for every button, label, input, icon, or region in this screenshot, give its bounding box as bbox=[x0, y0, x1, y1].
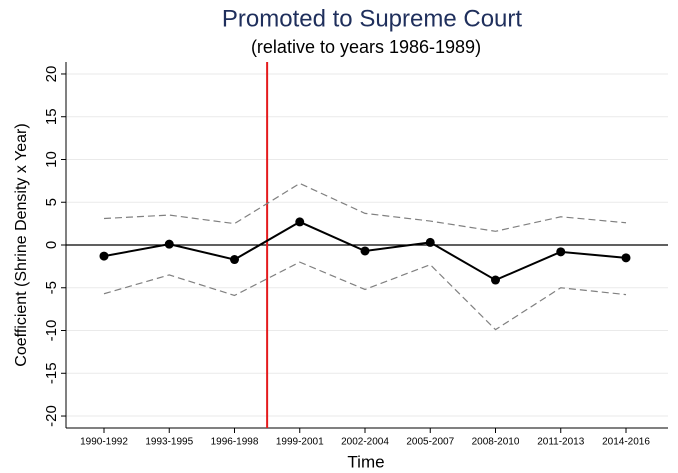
x-tick-label: 1999-2001 bbox=[276, 437, 324, 448]
upper-bound-line bbox=[103, 182, 627, 232]
data-point bbox=[491, 275, 500, 285]
y-tick-label: -5 bbox=[43, 281, 60, 294]
x-tick-label: 2002-2004 bbox=[341, 437, 389, 448]
x-tick-label: 1990-1992 bbox=[80, 437, 128, 448]
lower-bound-line bbox=[103, 261, 627, 331]
x-tick-label: 1996-1998 bbox=[211, 437, 259, 448]
y-tick-label: -20 bbox=[43, 405, 60, 427]
data-point bbox=[164, 239, 174, 249]
data-point bbox=[556, 247, 566, 257]
chart-subtitle: (relative to years 1986-1989) bbox=[251, 37, 481, 57]
chart-title: Promoted to Supreme Court bbox=[222, 5, 522, 32]
x-tick-label: 2011-2013 bbox=[537, 437, 585, 448]
y-tick-label: -15 bbox=[43, 362, 60, 384]
y-tick-label: 10 bbox=[43, 151, 60, 168]
data-point bbox=[295, 217, 305, 227]
y-tick-label: 15 bbox=[43, 108, 60, 125]
data-point bbox=[425, 237, 435, 247]
data-point bbox=[99, 251, 109, 261]
y-tick-label: 20 bbox=[43, 66, 60, 83]
data-point bbox=[621, 253, 631, 263]
y-axis-title: Coefficient (Shrine Density x Year) bbox=[13, 123, 30, 366]
x-tick-label: 2008-2010 bbox=[472, 437, 520, 448]
x-axis-title: Time bbox=[347, 452, 384, 471]
x-tick-label: 1993-1995 bbox=[145, 437, 193, 448]
x-tick-label: 2005-2007 bbox=[406, 437, 454, 448]
y-tick-label: 5 bbox=[43, 198, 60, 206]
y-tick-label: -10 bbox=[43, 320, 60, 342]
x-tick-label: 2014-2016 bbox=[602, 437, 650, 448]
y-tick-label: 0 bbox=[43, 241, 60, 249]
data-point bbox=[230, 255, 239, 265]
data-point bbox=[360, 246, 370, 256]
